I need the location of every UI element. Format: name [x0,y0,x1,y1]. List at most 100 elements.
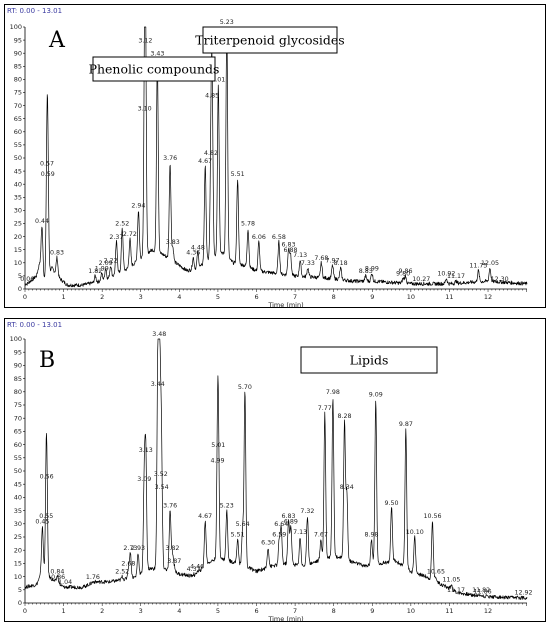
peak-label: 0.06 [20,276,34,283]
peak-label: 0.83 [50,250,64,257]
chromatogram-b-svg: RT: 0.00 - 13.01051015202530354045505560… [7,321,533,623]
y-tick-label: 65 [14,115,22,123]
peak-label: 5.01 [211,77,225,84]
peak-label: 7.67 [314,532,328,539]
peak-label: 10.56 [423,513,441,520]
peak-label: 3.54 [155,484,169,491]
y-tick-label: 75 [14,89,22,97]
peak-label: 2.09 [99,260,113,267]
peak-label: 8.98 [364,532,378,539]
x-tick-label: 8 [332,293,336,301]
peak-label: 0.45 [35,518,49,525]
x-tick-label: 1 [62,293,66,301]
x-tick-label: 10 [407,607,415,615]
x-tick-label: 11 [445,607,453,615]
peak-label: 3.87 [167,558,181,565]
peak-label: 5.64 [236,521,250,528]
peak-label: 2.94 [131,202,145,209]
peak-label: 6.88 [283,247,297,254]
peak-label: 3.43 [150,50,164,57]
peak-label: 11.05 [442,577,460,584]
peak-label: 8.83 [359,268,373,275]
chromatogram-trace [24,26,528,288]
y-tick-label: 20 [14,233,22,241]
y-tick-label: 60 [14,441,22,449]
peak-label: 7.68 [314,255,328,262]
peak-label: 5.78 [241,221,255,228]
peak-label: 4.82 [204,150,218,157]
y-tick-label: 85 [14,375,22,383]
peak-label: 3.12 [138,37,152,44]
peak-label: 6.83 [282,242,296,249]
peak-label: 7.33 [301,260,315,267]
peak-label: 0.59 [41,171,55,178]
peak-label: 9.86 [398,268,412,275]
peak-label: 7.77 [318,405,332,412]
x-tick-label: 0 [23,293,27,301]
peak-label: 3.10 [138,105,152,112]
y-tick-label: 25 [14,220,22,228]
x-tick-label: 8 [332,607,336,615]
peak-label: 9.80 [396,271,410,278]
peak-label: 3.44 [151,381,165,388]
peak-label: 5.01 [211,442,225,449]
x-axis-label: Time (min) [267,615,303,623]
peak-label: 9.50 [385,500,399,507]
panel-letter-b: B [39,348,55,373]
x-tick-label: 1 [62,607,66,615]
y-tick-label: 15 [14,246,22,254]
peak-label: 2.68 [121,561,135,568]
y-tick-label: 5 [18,272,22,280]
y-tick-label: 75 [14,401,22,409]
peak-label: 12.30 [491,276,509,283]
peak-label: 2.72 [123,231,137,238]
y-tick-label: 70 [14,414,22,422]
peak-label: 4.99 [211,458,225,465]
peak-label: 5.23 [220,19,234,26]
y-tick-label: 35 [14,194,22,202]
y-tick-label: 25 [14,533,22,541]
peak-label: 6.06 [252,234,266,241]
triterpenoid-glycosides-label-text: Triterpenoid glycosides [195,33,344,48]
peak-label: 0.84 [50,569,64,576]
y-tick-label: 20 [14,546,22,554]
y-tick-label: 0 [18,285,22,293]
peak-label: 3.82 [165,545,179,552]
x-tick-label: 0 [23,607,27,615]
y-tick-label: 65 [14,428,22,436]
x-tick-label: 12 [484,293,492,301]
peak-label: 0.57 [40,160,54,167]
y-tick-label: 50 [14,154,22,162]
peak-label: 5.51 [231,171,245,178]
peak-label: 2.52 [115,569,129,576]
peak-label: 4.85 [205,92,219,99]
peak-label: 0.86 [51,574,65,581]
peak-label: 4.48 [191,244,205,251]
y-tick-label: 10 [14,573,22,581]
peak-label: 6.30 [261,540,275,547]
y-tick-label: 40 [14,494,22,502]
x-tick-label: 6 [254,293,258,301]
peak-label: 11.82 [472,587,490,594]
x-tick-label: 12 [484,607,492,615]
x-tick-label: 7 [293,293,297,301]
x-tick-label: 9 [370,607,374,615]
x-tick-label: 5 [216,293,220,301]
y-tick-label: 50 [14,467,22,475]
y-tick-label: 30 [14,520,22,528]
peak-label: 2.73 [123,545,137,552]
y-tick-label: 45 [14,480,22,488]
x-tick-label: 9 [370,293,374,301]
y-tick-label: 80 [14,76,22,84]
peak-label: 10.65 [427,569,445,576]
peak-label: 0.55 [39,513,53,520]
y-tick-label: 55 [14,454,22,462]
x-tick-label: 3 [139,607,143,615]
peak-label: 8.18 [334,260,348,267]
peak-label: 7.32 [300,508,314,515]
x-tick-label: 2 [100,607,104,615]
y-tick-label: 0 [18,599,22,607]
peak-label: 10.27 [412,276,430,283]
y-tick-label: 95 [14,348,22,356]
peak-label: 5.23 [220,503,234,510]
